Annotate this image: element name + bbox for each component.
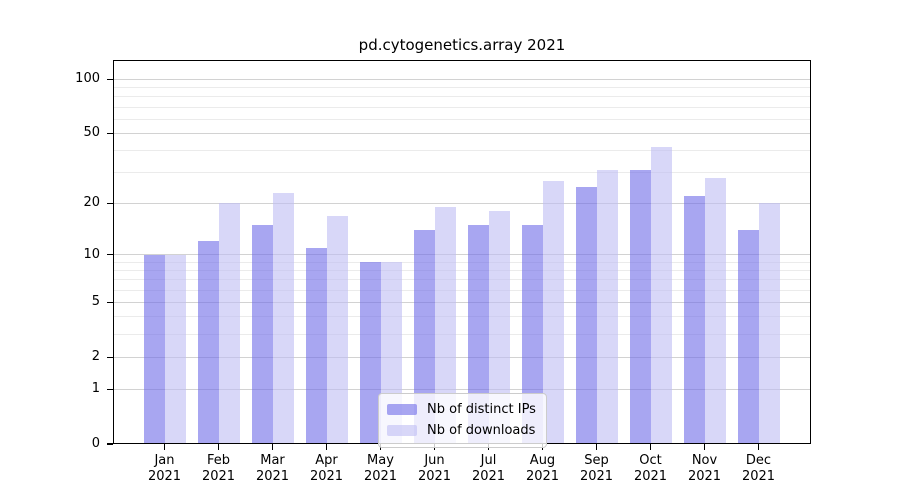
bar-distinct-ips-nov [683,196,705,444]
y-gridline-minor-3 [113,333,811,335]
y-tick-label-5: 5 [91,294,100,310]
bar-distinct-ips-sep [575,186,597,444]
y-gridline-minor-30 [113,172,811,174]
plot-area: Nb of distinct IPs Nb of downloads [113,60,811,448]
y-tick-label-20: 20 [83,195,100,211]
bar-downloads-jul [488,211,510,444]
x-tick-label-mar: Mar 2021 [255,453,290,484]
y-gridline-major-100 [113,78,811,80]
x-tick-label-nov: Nov 2021 [687,453,722,484]
y-gridline-minor-60 [113,118,811,120]
x-tick-label-jun: Jun 2021 [417,453,452,484]
y-gridline-minor-90 [113,87,811,89]
x-tick-sep [595,444,598,450]
bar-distinct-ips-mar [251,224,273,444]
bar-downloads-apr [326,215,348,444]
x-tick-apr [325,444,328,450]
y-gridline-minor-8 [113,269,811,271]
y-gridline-major-2 [113,356,811,358]
y-gridline-minor-6 [113,289,811,291]
x-tick-label-feb: Feb 2021 [201,453,236,484]
x-tick-label-sep: Sep 2021 [579,453,614,484]
bar-downloads-jun [434,207,456,444]
x-tick-dec [757,444,760,450]
bar-distinct-ips-aug [521,224,543,444]
bar-distinct-ips-dec [737,230,759,444]
bar-distinct-ips-apr [305,247,327,444]
x-tick-label-dec: Dec 2021 [741,453,776,484]
x-tick-label-may: May 2021 [363,453,398,484]
y-tick-label-50: 50 [83,125,100,141]
bar-downloads-aug [542,180,564,444]
bar-distinct-ips-jan [143,254,165,444]
bar-distinct-ips-oct [629,170,651,444]
y-tick-20 [107,202,113,205]
y-gridline-minor-40 [113,150,811,152]
bar-downloads-feb [218,203,240,444]
y-tick-label-0: 0 [91,436,100,451]
bar-distinct-ips-feb [197,241,219,444]
bar-downloads-sep [596,170,618,444]
y-gridline-minor-7 [113,279,811,281]
legend-item-downloads: Nb of downloads [387,420,536,441]
y-tick-label-10: 10 [83,246,100,262]
legend-swatch-downloads [387,425,417,436]
y-tick-label-2: 2 [91,349,100,365]
y-gridline-major-50 [113,132,811,134]
y-gridline-minor-80 [113,96,811,98]
y-tick-10 [107,253,113,256]
legend-label-distinct-ips: Nb of distinct IPs [427,402,536,417]
x-tick-label-aug: Aug 2021 [525,453,560,484]
y-tick-1 [107,388,113,390]
y-gridline-major-5 [113,301,811,303]
x-tick-oct [649,444,652,450]
x-tick-label-apr: Apr 2021 [309,453,344,484]
y-tick-5 [107,301,113,304]
y-gridline-major-10 [113,254,811,256]
bar-distinct-ips-jun [413,230,435,444]
x-tick-label-jan: Jan 2021 [147,453,182,484]
bar-downloads-mar [272,192,294,444]
y-tick-0 [107,443,113,445]
bar-downloads-oct [650,146,672,444]
x-tick-nov [703,444,706,450]
y-tick-2 [107,356,113,358]
bar-downloads-dec [758,203,780,444]
x-tick-label-jul: Jul 2021 [471,453,506,484]
y-gridline-minor-4 [113,316,811,318]
y-gridline-major-1 [113,388,811,390]
y-tick-100 [107,78,113,80]
legend: Nb of distinct IPs Nb of downloads [378,393,547,448]
y-tick-label-100: 100 [75,71,100,87]
y-tick-label-1: 1 [91,381,100,397]
legend-swatch-distinct-ips [387,404,417,415]
y-gridline-minor-70 [113,106,811,108]
x-tick-jan [163,444,166,450]
bar-distinct-ips-may [359,262,381,444]
bar-downloads-jan [164,254,186,444]
legend-item-distinct-ips: Nb of distinct IPs [387,399,536,420]
y-tick-50 [107,132,113,134]
y-gridline-minor-9 [113,261,811,263]
x-tick-feb [217,444,220,450]
chart-title: pd.cytogenetics.array 2021 [358,36,566,54]
bar-downloads-nov [704,177,726,444]
legend-label-downloads: Nb of downloads [427,423,536,438]
x-tick-mar [271,444,274,450]
bar-distinct-ips-jul [467,224,489,444]
y-gridline-major-20 [113,202,811,204]
x-tick-label-oct: Oct 2021 [633,453,668,484]
